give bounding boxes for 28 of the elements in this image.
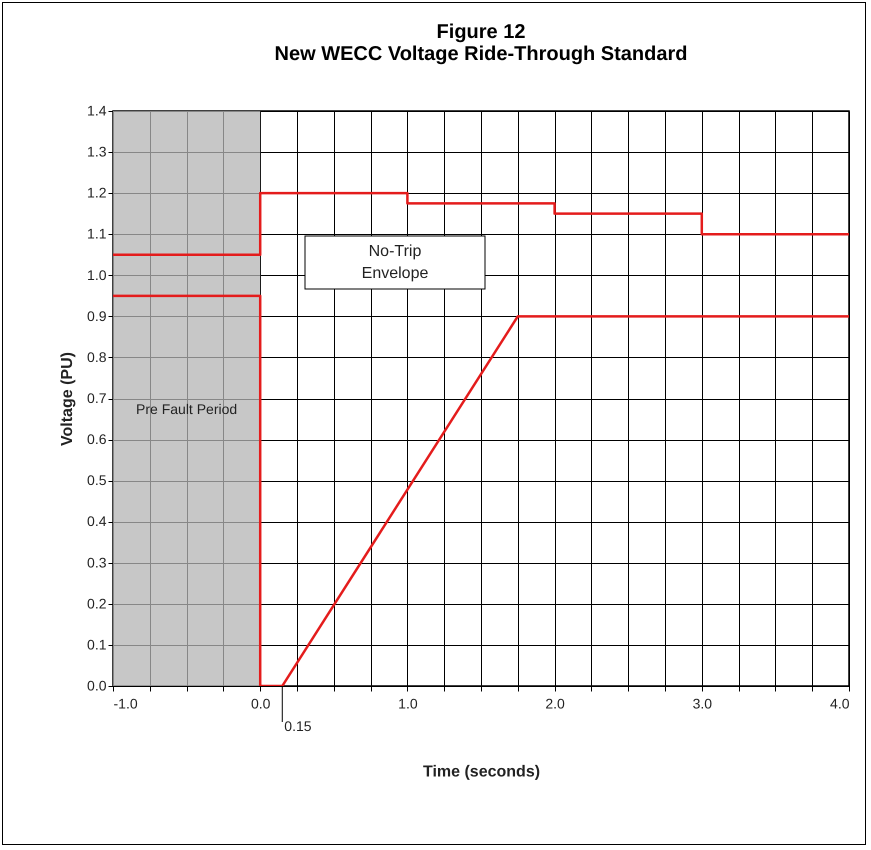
y-tick-label: 1.1 <box>87 226 107 242</box>
x-tick-label: 2.0 <box>545 696 566 712</box>
y-tick-label: 0.6 <box>87 431 107 448</box>
y-tick-label: 0.5 <box>87 472 107 488</box>
y-tick-label: 1.2 <box>87 184 107 201</box>
y-tick-label: 0.2 <box>87 595 107 612</box>
x-tick-label: -1.0 <box>114 696 138 712</box>
y-tick-label: 0.0 <box>87 678 107 694</box>
y-tick-label: 0.9 <box>87 308 107 324</box>
x-tick-label: 1.0 <box>398 696 418 712</box>
x-tick-label: 3.0 <box>692 696 712 712</box>
chart-subtitle: New WECC Voltage Ride-Through Standard <box>274 43 688 65</box>
x-tick-label: 0.0 <box>250 696 271 712</box>
y-tick-label: 0.4 <box>87 513 107 530</box>
y-tick-label: 0.7 <box>87 390 107 406</box>
y-tick-label: 1.0 <box>87 266 107 283</box>
x-axis-title: Time (seconds) <box>422 764 540 780</box>
y-tick-label: 0.1 <box>87 636 107 652</box>
y-tick-label: 0.3 <box>87 554 107 570</box>
chart-title: Figure 12 <box>436 21 526 43</box>
annotation: 0.15 <box>284 718 312 734</box>
y-tick-label: 1.3 <box>87 144 107 160</box>
y-tick-label: 1.4 <box>87 102 107 118</box>
y-axis-title: Voltage (PU) <box>59 352 76 446</box>
annotation: No-Trip Envelope <box>362 243 428 282</box>
x-tick-label: 4.0 <box>830 696 850 712</box>
band-label: Pre Fault Period <box>136 401 238 417</box>
y-tick-label: 0.8 <box>87 348 107 365</box>
